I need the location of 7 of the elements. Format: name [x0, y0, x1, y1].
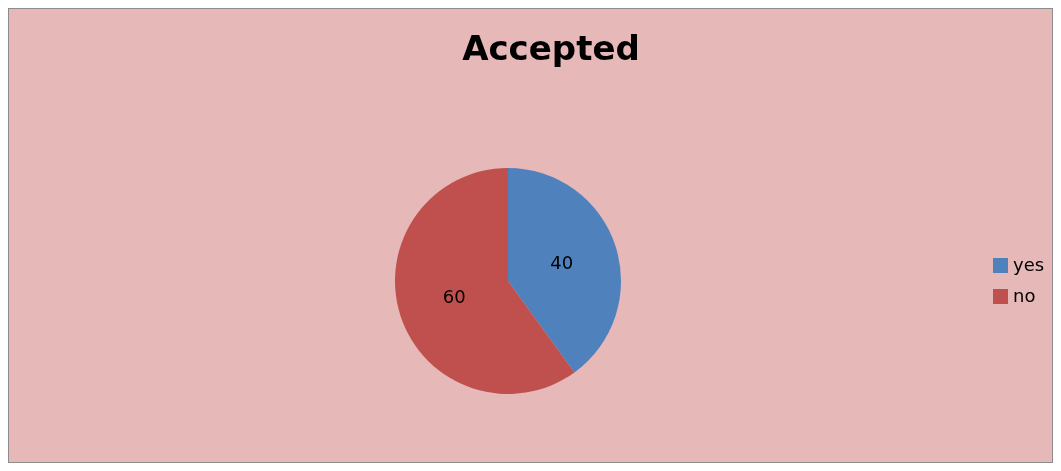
- pie-slice: [395, 168, 575, 394]
- data-label: 40: [550, 251, 574, 273]
- data-label: 60: [442, 286, 466, 308]
- legend-label: no: [1013, 285, 1036, 306]
- pie-slice: [508, 168, 621, 373]
- legend-label: yes: [1013, 254, 1045, 275]
- chart-title: Accepted: [462, 28, 640, 68]
